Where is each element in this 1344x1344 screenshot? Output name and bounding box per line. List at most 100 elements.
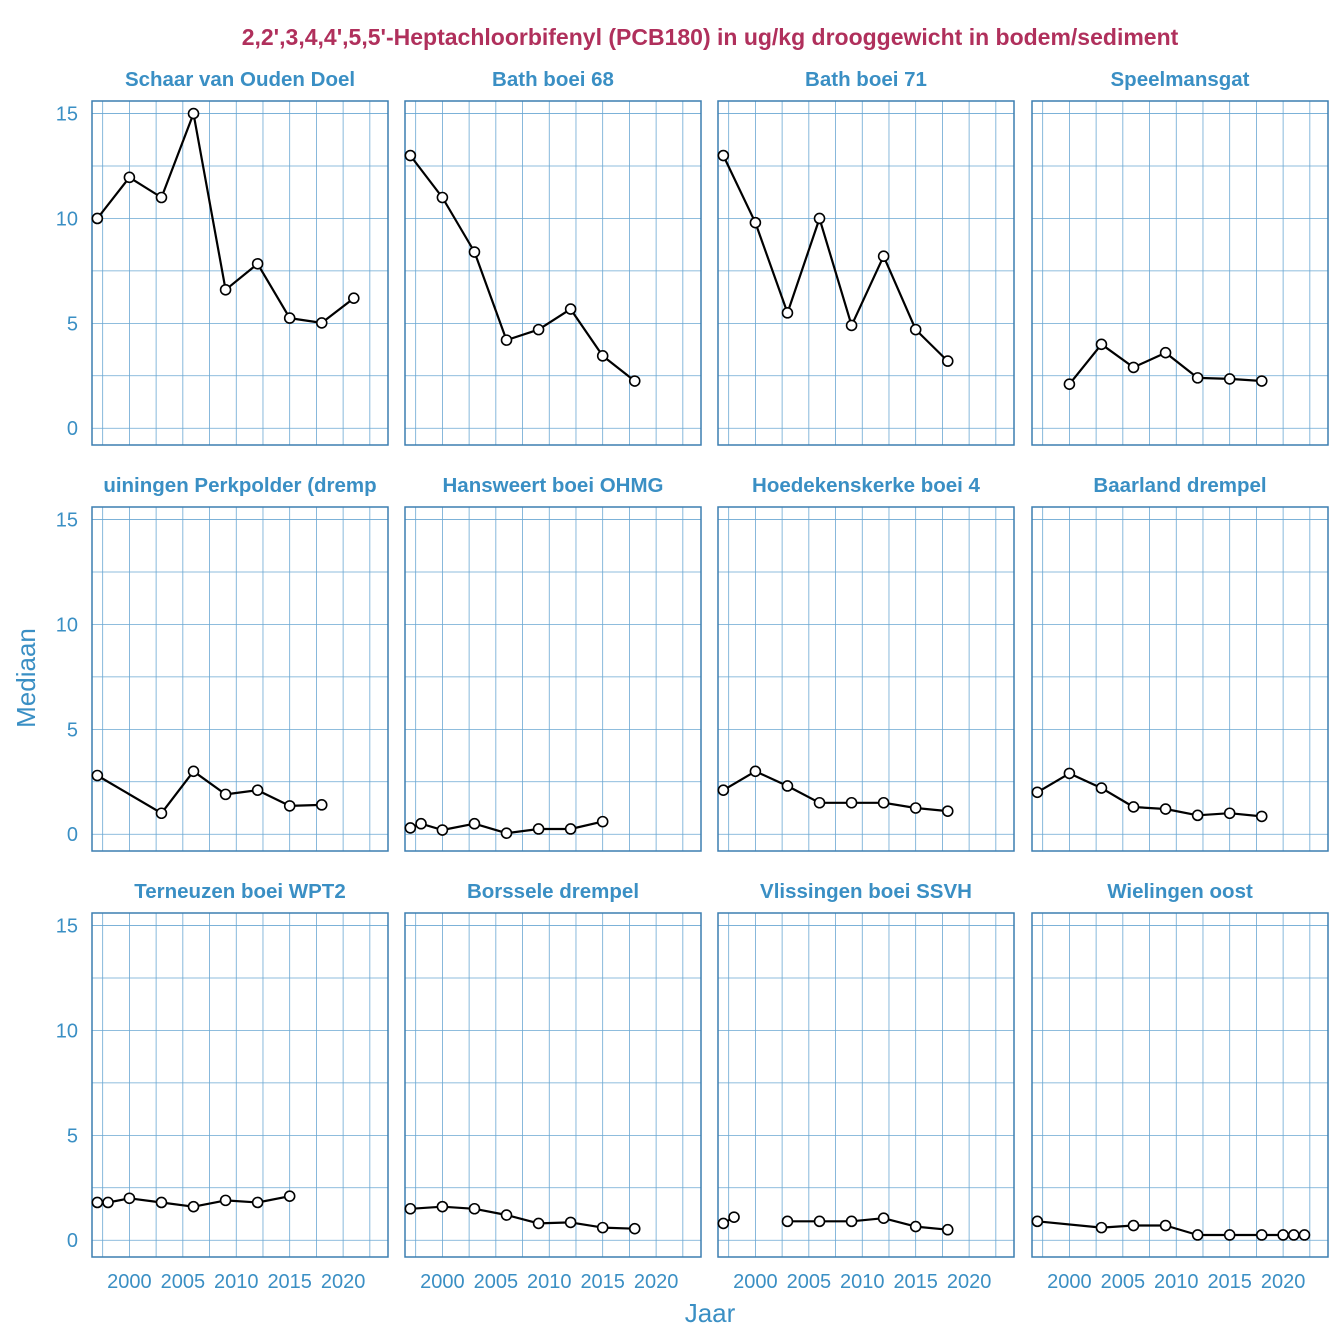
data-point [1298,1229,1311,1241]
x-tick-label: 2005 [161,1271,206,1293]
data-point [1255,1229,1268,1241]
data-point [1191,1229,1204,1241]
data-point [1031,1215,1044,1228]
panel-frame [404,912,702,1258]
data-point [1127,801,1140,813]
panel-frame [91,912,389,1258]
data-point [404,822,417,834]
panel-frame [404,100,702,446]
data-point [468,1202,481,1215]
data-point [532,1217,545,1230]
data-point [283,800,296,812]
data-point [251,1196,264,1209]
x-tick-label: 2005 [1101,1271,1146,1293]
data-point [187,765,200,778]
data-point [187,1200,200,1213]
panel-speelmansgat: Speelmansgat [1031,68,1329,446]
panel-title: Bath boei 71 [805,68,927,91]
data-point [1191,809,1204,822]
panel-wielingen-oost: Wielingen oost 2000 2005 2010 2015 2020 [1031,880,1329,1293]
gridlines [405,913,701,1257]
x-tick-label: 2020 [321,1271,366,1293]
panel-bath-boei-71: Bath boei 71 [717,68,1015,446]
data-point [877,796,890,809]
data-point [1288,1229,1300,1241]
y-tick-label: 0 [67,1230,78,1252]
data-point [1095,782,1108,794]
data-point [813,796,826,809]
gridlines [92,101,388,445]
panel-baarland-drempel: Baarland drempel [1031,474,1329,852]
panel-hansweert-boei-ohmg: Hansweert boei OHMG [404,474,702,852]
data-point [845,1215,858,1228]
data-point [845,319,858,332]
data-point [781,1215,794,1228]
data-point [1255,375,1268,387]
data-point [123,1192,136,1205]
data-point [1159,803,1172,815]
data-point [596,1221,609,1234]
data-point [251,257,264,270]
panel-title: Baarland drempel [1093,474,1266,497]
y-tick-label: 5 [67,719,78,741]
data-point [1191,372,1204,384]
x-tick-label: 2010 [214,1271,259,1293]
data-point [909,1220,922,1233]
data-point [877,250,890,263]
data-point [1063,767,1076,780]
data-point [436,824,449,836]
data-point [941,1223,954,1236]
x-tick-label: 2000 [420,1271,465,1293]
y-tick-label: 15 [56,916,78,938]
x-tick-label: 2020 [1261,1271,1306,1293]
panel-title: Wielingen oost [1107,880,1253,903]
data-point [1127,1219,1140,1232]
data-point [219,283,232,296]
y-tick-label: 5 [67,313,78,335]
panel-title: Terneuzen boei WPT2 [134,880,345,903]
data-point [468,817,481,830]
panel-frame [717,100,1015,446]
panel-frame [91,506,389,852]
data-point [845,796,858,809]
data-point [436,1200,449,1213]
gridlines [1032,507,1328,851]
data-point [596,350,609,362]
panel-title: uiningen Perkpolder (dremp [103,474,376,497]
y-tick-label: 0 [67,824,78,846]
data-point [91,1196,104,1209]
x-tick-label: 2000 [733,1271,778,1293]
data-point [781,307,794,319]
data-point [1159,1219,1172,1232]
x-tick-label: 2000 [1047,1271,1092,1293]
x-tick-label: 2005 [474,1271,519,1293]
data-point [628,375,641,387]
panel-borssele-drempel: Borssele drempel 2000 2005 2010 2015 2020 [404,880,702,1293]
panel-bath-boei-68: Bath boei 68 [404,68,702,446]
panel-title: Speelmansgat [1111,68,1250,91]
x-tick-label: 2020 [947,1271,992,1293]
data-point [909,323,922,336]
data-point [564,303,577,315]
data-point [219,1194,232,1207]
y-tick-label: 10 [56,1020,78,1042]
panel-frame [91,100,389,446]
data-point [500,827,513,839]
data-point [436,191,449,204]
data-point [283,1190,296,1202]
data-point [251,784,264,796]
data-point [283,312,296,324]
data-point [941,805,954,817]
data-point [596,815,609,828]
data-point [315,799,328,811]
data-point [909,802,922,814]
data-point [348,292,360,304]
y-tick-label: 15 [56,510,78,532]
panel-title: Hansweert boei OHMG [443,474,664,497]
panel-frame [717,506,1015,852]
gridlines [718,913,1014,1257]
data-point [532,823,545,835]
data-point [1095,338,1108,351]
data-point [1063,378,1076,390]
data-point [877,1212,890,1224]
